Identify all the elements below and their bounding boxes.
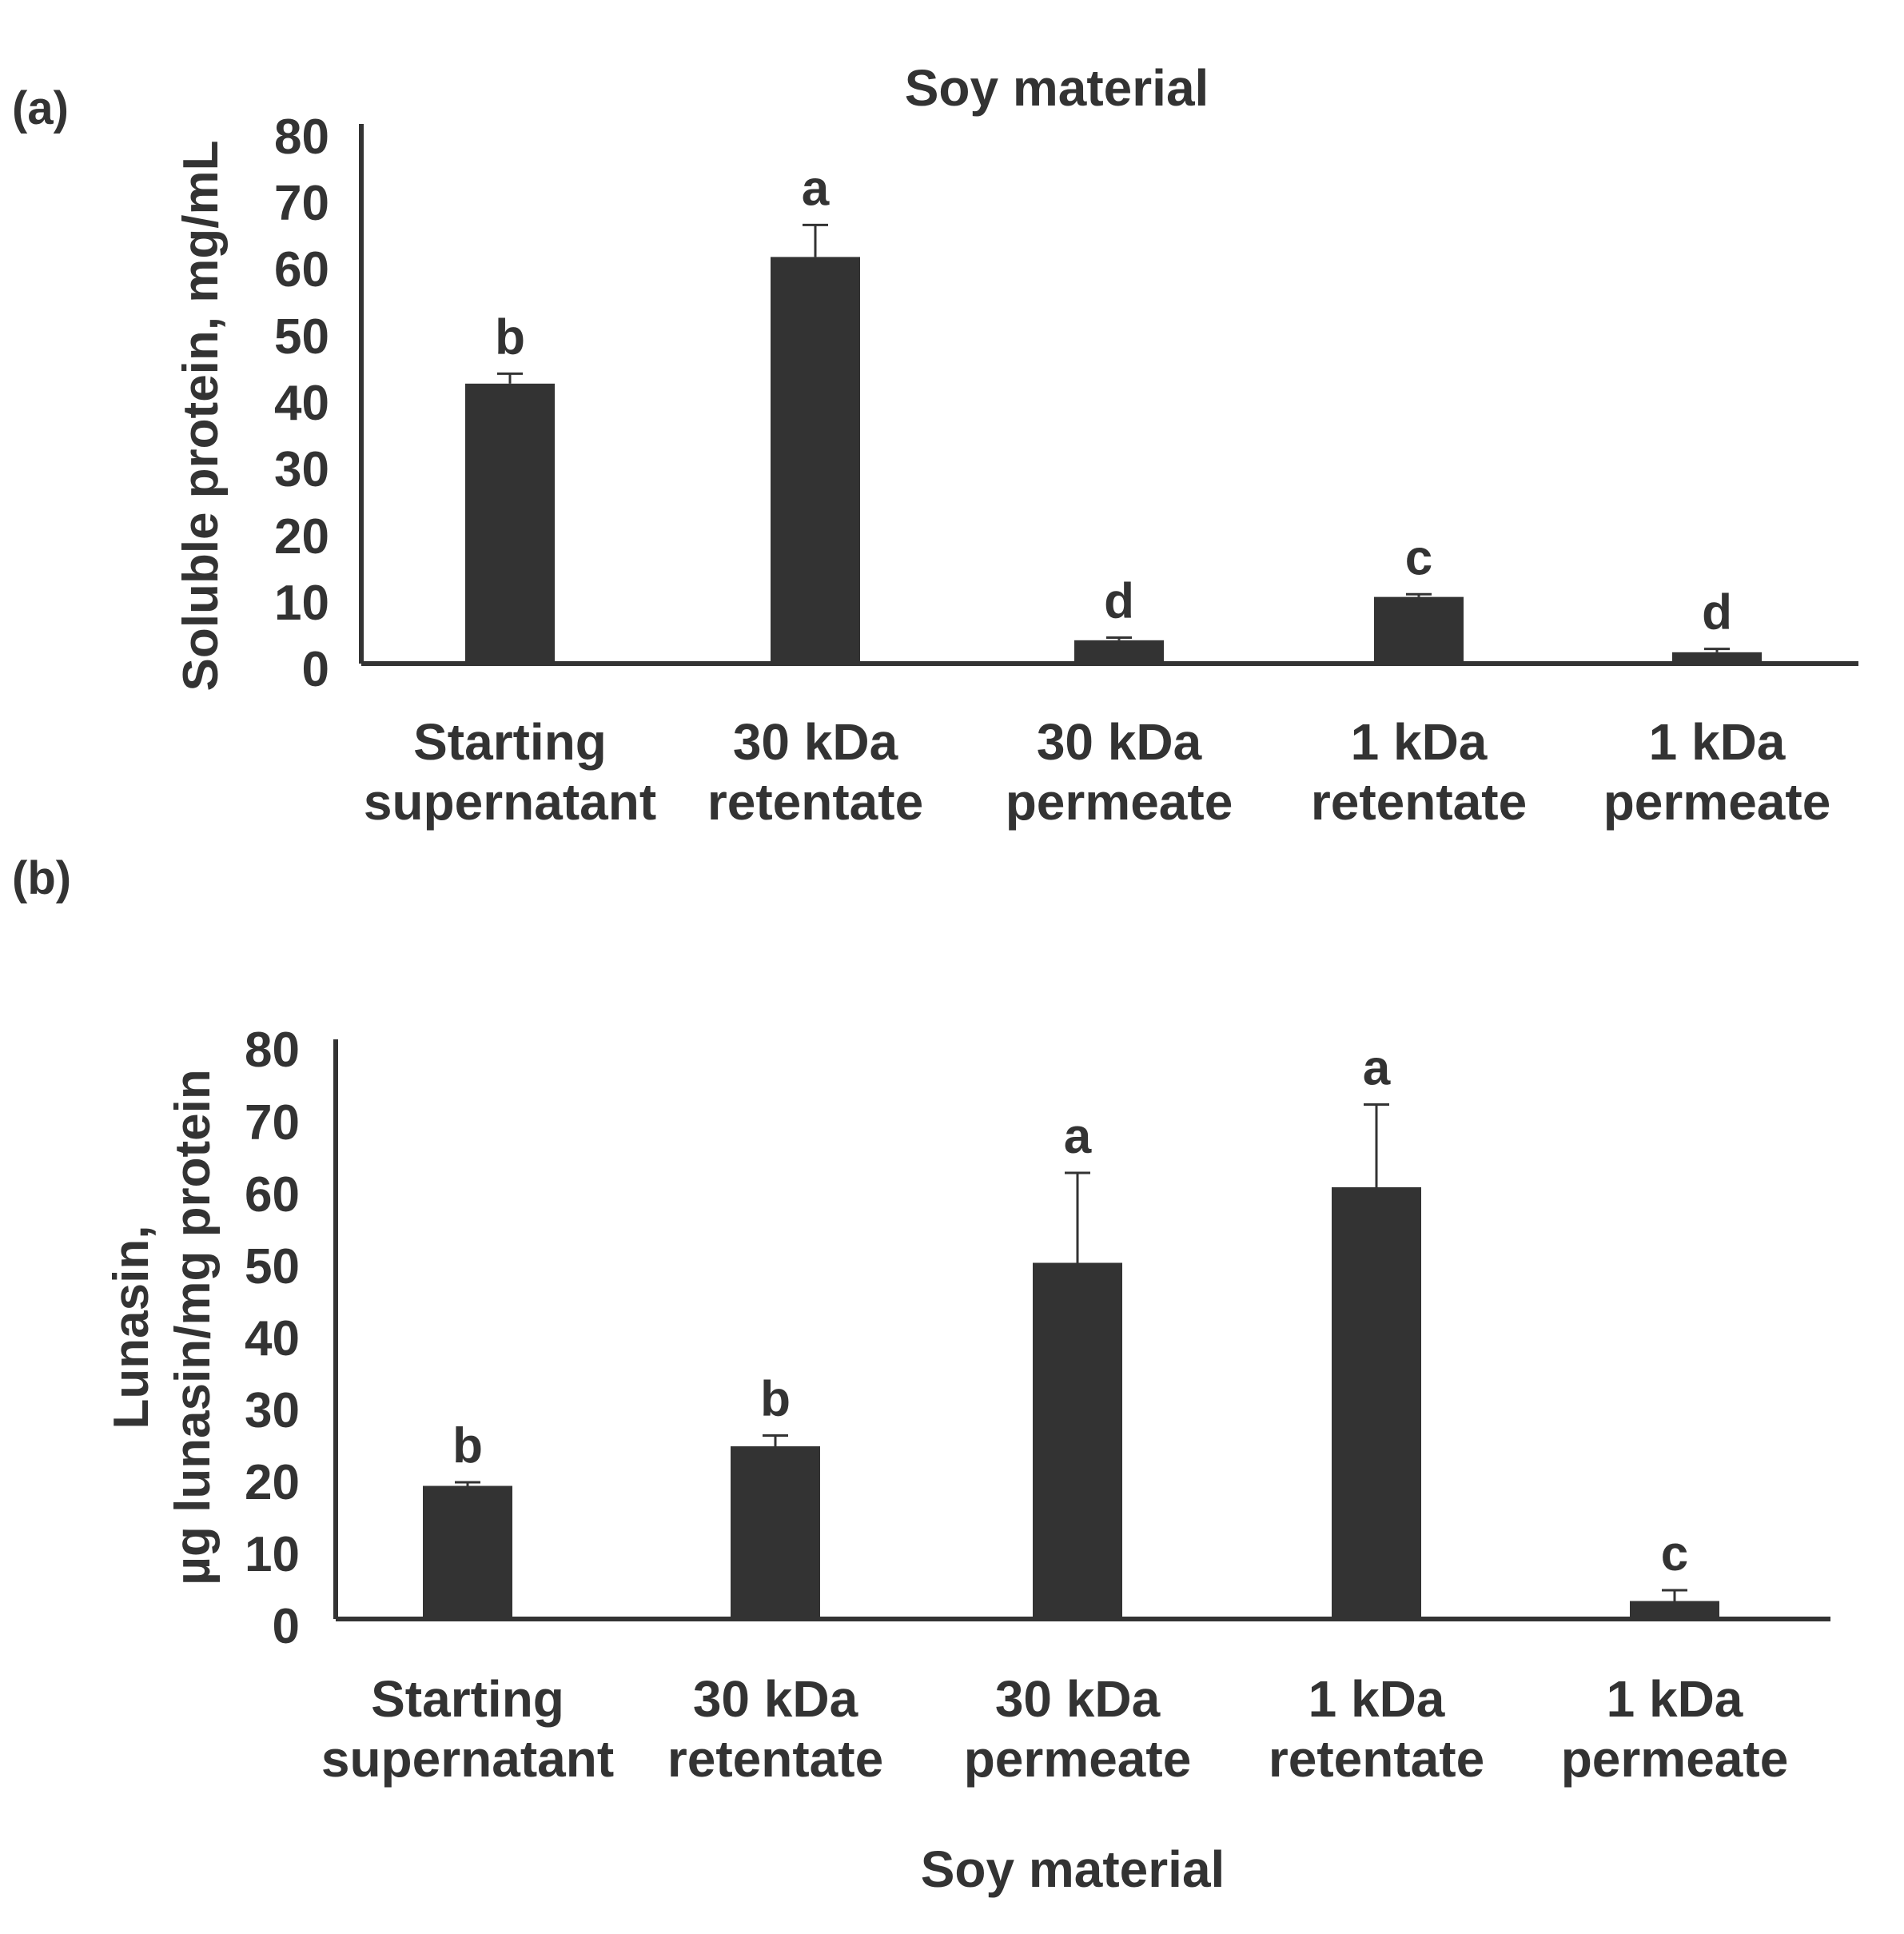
- panel-b-bar: [1033, 1262, 1122, 1619]
- panel-b-x-tick-label: retentate: [667, 1730, 883, 1788]
- panel-a-y-tick-label: 60: [274, 242, 329, 297]
- panel-b-y-axis-label-line1: Lunasin,: [104, 1226, 159, 1430]
- panel-b-bar: [1630, 1601, 1719, 1619]
- panel-a-bar: [1672, 652, 1762, 664]
- panel-b-x-tick-label: Starting: [371, 1670, 564, 1728]
- panel-a-title: Soy material: [905, 59, 1209, 117]
- panel-a-significance-label: c: [1405, 530, 1432, 585]
- panel-a-y-ticks: 80 70 60 50 40 30 20 10 0: [274, 110, 329, 697]
- panel-b-y-tick-label: 60: [245, 1167, 300, 1222]
- panel-b-significance-label: c: [1661, 1526, 1688, 1581]
- panel-b-bars: b b a a c: [423, 1041, 1719, 1619]
- panel-a-x-tick-label: 30 kDa: [733, 713, 898, 771]
- panel-b-x-tick-label: 30 kDa: [693, 1670, 858, 1728]
- panel-b-x-tick-label: permeate: [1561, 1730, 1789, 1788]
- panel-a-x-tick-label: retentate: [1311, 773, 1527, 831]
- panel-a-significance-label: d: [1702, 585, 1732, 640]
- panel-a-bar: [1074, 640, 1164, 664]
- panel-a-x-tick-label: 1 kDa: [1351, 713, 1488, 771]
- panel-b-y-tick-label: 30: [245, 1383, 300, 1438]
- panel-a-y-tick-label: 0: [302, 642, 329, 697]
- panel-a-significance-label: d: [1104, 573, 1134, 628]
- panel-a-x-tick-label: 1 kDa: [1649, 713, 1786, 771]
- panel-a-y-tick-label: 50: [274, 309, 329, 365]
- panel-b-y-tick-label: 50: [245, 1239, 300, 1294]
- panel-b-y-tick-label: 20: [245, 1455, 300, 1510]
- panel-a-label: (a): [12, 82, 69, 134]
- panel-a-bar: [771, 257, 860, 664]
- panel-a-y-tick-label: 70: [274, 176, 329, 231]
- panel-b-bar: [1332, 1187, 1421, 1619]
- panel-b-y-tick-label: 0: [273, 1599, 300, 1654]
- panel-a-significance-label: a: [802, 161, 830, 216]
- panel-b-x-tick-label: supernatant: [321, 1730, 614, 1788]
- panel-b-y-tick-label: 70: [245, 1095, 300, 1150]
- panel-b-x-tick-label: 1 kDa: [1309, 1670, 1445, 1728]
- panel-a-bars: b a d c d: [465, 161, 1762, 664]
- panel-a-significance-label: b: [495, 309, 525, 365]
- panel-a-y-tick-label: 20: [274, 509, 329, 564]
- panel-a-y-tick-label: 30: [274, 442, 329, 497]
- panel-a-y-tick-label: 10: [274, 576, 329, 631]
- panel-b-bar: [423, 1485, 512, 1619]
- panel-b-x-tick-label: 30 kDa: [995, 1670, 1161, 1728]
- panel-a-x-tick-label: Starting: [413, 713, 607, 771]
- panel-b-label: (b): [12, 852, 71, 904]
- panel-b-y-ticks: 80 70 60 50 40 30 20 10 0: [245, 1023, 300, 1654]
- panel-a-y-tick-label: 80: [274, 110, 329, 165]
- panel-a-y-axis-label: Soluble protein, mg/mL: [173, 141, 229, 692]
- panel-a-bar: [1374, 596, 1464, 664]
- panel-a-x-tick-label: retentate: [707, 773, 923, 831]
- panel-b-x-tick-labels: Starting supernatant 30 kDa retentate 30…: [321, 1670, 1788, 1788]
- panel-a-bar: [465, 383, 555, 664]
- panel-a-x-tick-label: supernatant: [364, 773, 656, 831]
- panel-b: (b) Lunasin, µg lunasin/mg protein 80 70…: [12, 852, 1830, 1898]
- panel-b-y-axis-label-line2: µg lunasin/mg protein: [165, 1069, 221, 1585]
- panel-b-significance-label: a: [1064, 1109, 1092, 1164]
- panel-b-significance-label: a: [1363, 1041, 1391, 1096]
- panel-a: (a) Soy material Soluble protein, mg/mL …: [12, 59, 1858, 831]
- panel-a-x-tick-label: permeate: [1006, 773, 1233, 831]
- panel-b-significance-label: b: [452, 1418, 483, 1473]
- panel-b-x-axis-label: Soy material: [921, 1840, 1225, 1898]
- panel-a-y-tick-label: 40: [274, 376, 329, 431]
- panel-b-y-tick-label: 80: [245, 1023, 300, 1078]
- panel-b-bar: [731, 1446, 820, 1619]
- panel-b-x-tick-label: retentate: [1269, 1730, 1484, 1788]
- panel-a-x-tick-label: 30 kDa: [1037, 713, 1202, 771]
- panel-b-x-tick-label: 1 kDa: [1607, 1670, 1743, 1728]
- panel-b-significance-label: b: [760, 1372, 791, 1427]
- panel-a-x-tick-labels: Starting supernatant 30 kDa retentate 30…: [364, 713, 1830, 831]
- panel-b-y-tick-label: 40: [245, 1311, 300, 1366]
- panel-b-y-tick-label: 10: [245, 1527, 300, 1582]
- panel-a-x-tick-label: permeate: [1603, 773, 1831, 831]
- panel-b-x-tick-label: permeate: [964, 1730, 1192, 1788]
